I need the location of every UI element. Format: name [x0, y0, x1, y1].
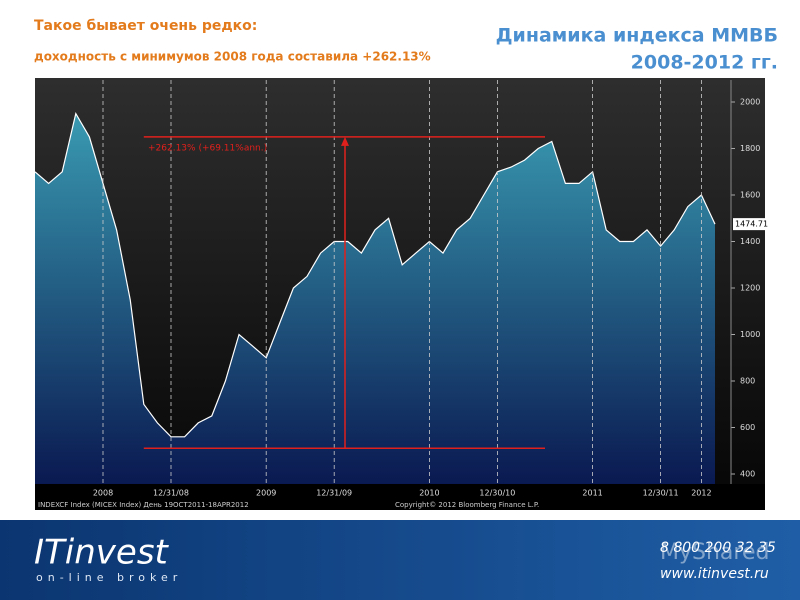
right-title: Динамика индекса ММВБ	[496, 25, 778, 47]
x-tick-label: 12/31/08	[153, 489, 189, 498]
website: www.itinvest.ru	[660, 566, 769, 582]
right-title: 2008-2012 гг.	[631, 52, 778, 74]
x-tick-label: 12/30/10	[479, 489, 515, 498]
logo: ITinvest	[34, 533, 170, 573]
x-tick-label: 12/31/09	[316, 489, 352, 498]
last-value-label: 1474.71	[735, 220, 768, 229]
watermark: MyShared	[660, 540, 769, 565]
annotation: +262.13% (+69.11%ann.)	[148, 143, 267, 153]
left-subtitle: доходность с минимумов 2008 года состави…	[34, 50, 431, 64]
y-tick-label: 1600	[740, 191, 760, 200]
y-tick-label: 2000	[740, 98, 760, 107]
info-left: INDEXCF Index (MICEX Index) День 19OCT20…	[38, 501, 249, 509]
arrow-head	[341, 136, 349, 146]
x-tick-label: 2011	[582, 489, 602, 498]
line	[34, 111, 716, 438]
axis-strip	[35, 484, 765, 510]
last-value-box	[733, 218, 765, 231]
left-title: Такое бывает очень редко:	[34, 18, 257, 34]
x-tick-label: 12/30/11	[643, 489, 679, 498]
tagline: on-line broker	[36, 571, 182, 584]
y-tick-label: 1800	[740, 144, 760, 153]
info-right: Copyright© 2012 Bloomberg Finance L.P.	[395, 501, 539, 509]
banner	[0, 520, 800, 600]
y-tick-label: 800	[740, 377, 755, 386]
y-tick-label: 1200	[740, 284, 760, 293]
x-tick-label: 2008	[93, 489, 113, 498]
y-tick-label: 400	[740, 470, 755, 479]
phone: 8 800 200 32 35	[660, 540, 776, 556]
x-tick-label: 2012	[691, 489, 711, 498]
x-tick-label: 2009	[256, 489, 276, 498]
y-tick-label: 1400	[740, 237, 760, 246]
y-tick-label: 600	[740, 423, 755, 432]
x-tick-label: 2010	[419, 489, 439, 498]
area	[35, 113, 715, 484]
y-tick-label: 1000	[740, 330, 760, 339]
